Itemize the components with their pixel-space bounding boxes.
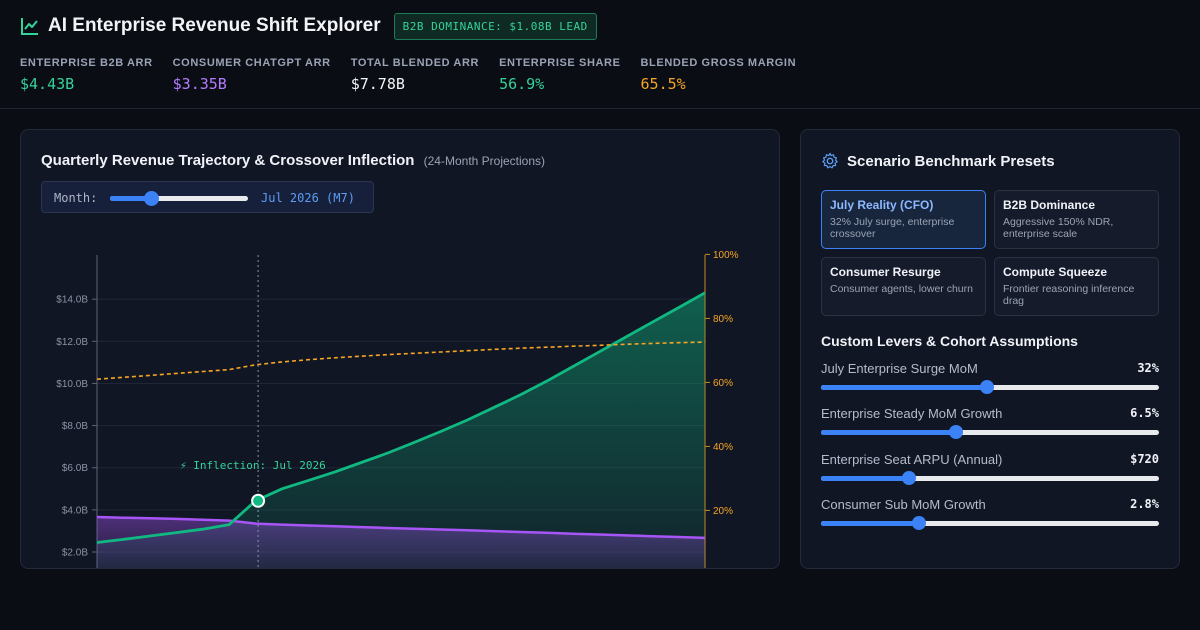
preset-card[interactable]: B2B Dominance Aggressive 150% NDR, enterp… bbox=[994, 190, 1159, 249]
gear-icon bbox=[822, 152, 838, 169]
lever: Consumer Sub MoM Growth 2.8% bbox=[821, 497, 1159, 537]
lever-slider-fill bbox=[821, 430, 957, 436]
kpi-label: BLENDED GROSS MARGIN bbox=[640, 57, 797, 69]
lever-slider[interactable] bbox=[821, 380, 1159, 394]
y-left-tick-label: $14.0B bbox=[56, 295, 88, 306]
kpi-label: TOTAL BLENDED ARR bbox=[350, 57, 480, 69]
consumer-area bbox=[97, 517, 705, 568]
preset-name: Compute Squeeze bbox=[1003, 265, 1108, 279]
consumer-line bbox=[96, 515, 706, 540]
lever-slider[interactable] bbox=[821, 470, 1159, 485]
trajectory-chart-card: Quarterly Revenue Trajectory & Crossover… bbox=[20, 129, 780, 569]
kpi-value: $3.35B bbox=[172, 75, 227, 93]
chart-subtitle: (24-Month Projections) bbox=[423, 154, 546, 168]
y-right-tick-label: 100% bbox=[713, 250, 739, 261]
enterprise-area bbox=[97, 292, 705, 568]
preset-name: July Reality (CFO) bbox=[830, 198, 934, 212]
title-row: AI Enterprise Revenue Shift Explorer B2B… bbox=[20, 12, 597, 40]
preset-card[interactable]: Consumer Resurge Consumer agents, lower c… bbox=[821, 257, 986, 316]
preset-card[interactable]: July Reality (CFO) 32% July surge, enterp… bbox=[821, 190, 986, 249]
scenario-title-text: Scenario Benchmark Presets bbox=[847, 152, 1055, 170]
chart-title-text: Quarterly Revenue Trajectory & Crossover… bbox=[41, 152, 415, 169]
kpi: ENTERPRISE SHARE 56.9% bbox=[499, 57, 620, 93]
y-right-tick-label: 60% bbox=[713, 378, 733, 389]
header: AI Enterprise Revenue Shift Explorer B2B… bbox=[0, 0, 1200, 109]
kpi-label: ENTERPRISE SHARE bbox=[499, 57, 621, 69]
kpi: CONSUMER CHATGPT ARR $3.35B bbox=[173, 57, 331, 93]
kpi-label: ENTERPRISE B2B ARR bbox=[20, 57, 153, 69]
kpi: BLENDED GROSS MARGIN 65.5% bbox=[641, 57, 797, 93]
lever-slider-thumb[interactable] bbox=[901, 470, 916, 485]
lever-slider-thumb[interactable] bbox=[949, 425, 964, 440]
preset-description: 32% July surge, enterprise crossover bbox=[830, 216, 955, 240]
y-left-tick-label: $10.0B bbox=[56, 379, 88, 390]
lever-slider-thumb[interactable] bbox=[912, 515, 927, 530]
y-left-tick-label: $2.0B bbox=[62, 548, 88, 559]
kpi-strip: ENTERPRISE B2B ARR $4.43B CONSUMER CHATGPT… bbox=[20, 57, 816, 93]
lever-slider[interactable] bbox=[821, 515, 1159, 530]
gross-margin-line bbox=[96, 341, 706, 380]
kpi-label: CONSUMER CHATGPT ARR bbox=[172, 57, 331, 69]
lever-slider-fill bbox=[821, 475, 909, 481]
app-title: AI Enterprise Revenue Shift Explorer bbox=[48, 15, 381, 36]
chart-title: Quarterly Revenue Trajectory & Crossover… bbox=[41, 152, 545, 169]
scenario-title: Scenario Benchmark Presets bbox=[821, 152, 1055, 170]
y-left-tick-label: $6.0B bbox=[62, 463, 88, 474]
kpi: ENTERPRISE B2B ARR $4.43B bbox=[20, 57, 153, 93]
kpi-value: $4.43B bbox=[20, 75, 75, 93]
revenue-trajectory-chart: $2.0B $4.0B $6.0B $8.0B $10.0B $12.0B $14.0B 20… bbox=[56, 250, 739, 568]
lever: Enterprise Seat ARPU (Annual) $720 bbox=[821, 452, 1159, 492]
lever-slider-fill bbox=[821, 385, 987, 390]
y-right-tick-label: 40% bbox=[713, 442, 733, 453]
preset-name: B2B Dominance bbox=[1003, 198, 1096, 212]
lever-name: Enterprise Steady MoM Growth bbox=[821, 406, 1003, 422]
kpi-value: 65.5% bbox=[640, 75, 686, 93]
month-slider-fill bbox=[110, 196, 152, 201]
lever-value: $720 bbox=[1130, 451, 1159, 466]
y-left-tick-label: $4.0B bbox=[62, 505, 88, 516]
inflection-label: ⚡ Inflection: Jul 2026 bbox=[180, 459, 326, 472]
y-right-tick-label: 20% bbox=[713, 506, 733, 517]
kpi-value: 56.9% bbox=[499, 75, 545, 93]
month-slider-thumb[interactable] bbox=[143, 191, 159, 206]
lever: July Enterprise Surge MoM 32% bbox=[821, 361, 1159, 401]
preset-description: Frontier reasoning inference drag bbox=[1003, 283, 1135, 307]
month-control: Month: Jul 2026 (M7) bbox=[41, 181, 374, 213]
lever-slider-fill bbox=[821, 520, 920, 526]
lever: Enterprise Steady MoM Growth 6.5% bbox=[821, 406, 1159, 446]
lever-name: Consumer Sub MoM Growth bbox=[821, 496, 986, 512]
month-label: Month: bbox=[54, 191, 98, 205]
preset-description: Consumer agents, lower churn bbox=[830, 283, 973, 295]
lever-name: Enterprise Seat ARPU (Annual) bbox=[821, 451, 1003, 467]
levers-title: Custom Levers & Cohort Assumptions bbox=[821, 333, 1078, 349]
trend-chart-icon bbox=[21, 18, 38, 35]
y-right-tick-label: 80% bbox=[713, 314, 733, 325]
preset-card[interactable]: Compute Squeeze Frontier reasoning infere… bbox=[994, 257, 1159, 316]
lever-slider-thumb[interactable] bbox=[979, 380, 994, 394]
lever-value: 32% bbox=[1137, 361, 1159, 375]
lever-value: 2.8% bbox=[1130, 496, 1159, 511]
kpi-value: $7.78B bbox=[350, 75, 405, 93]
lever-slider[interactable] bbox=[821, 425, 1159, 440]
month-value: Jul 2026 (M7) bbox=[261, 191, 355, 205]
lever-value: 6.5% bbox=[1130, 406, 1159, 421]
preset-name: Consumer Resurge bbox=[830, 265, 941, 279]
enterprise-line bbox=[96, 291, 706, 544]
lever-name: July Enterprise Surge MoM bbox=[821, 361, 978, 376]
kpi: TOTAL BLENDED ARR $7.78B bbox=[351, 57, 479, 93]
month-slider[interactable] bbox=[110, 191, 248, 206]
scenario-card: Scenario Benchmark Presets July Reality … bbox=[800, 129, 1180, 569]
y-left-tick-label: $8.0B bbox=[62, 421, 88, 432]
dominance-badge: B2B DOMINANCE: $1.08B LEAD bbox=[393, 12, 597, 40]
inflection-point bbox=[251, 493, 266, 508]
y-left-tick-label: $12.0B bbox=[56, 337, 88, 348]
preset-description: Aggressive 150% NDR, enterprise scale bbox=[1003, 216, 1114, 240]
